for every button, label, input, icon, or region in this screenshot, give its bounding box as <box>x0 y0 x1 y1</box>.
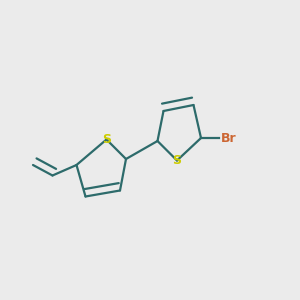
Text: S: S <box>102 133 111 146</box>
Text: Br: Br <box>220 131 236 145</box>
Text: S: S <box>172 154 182 167</box>
